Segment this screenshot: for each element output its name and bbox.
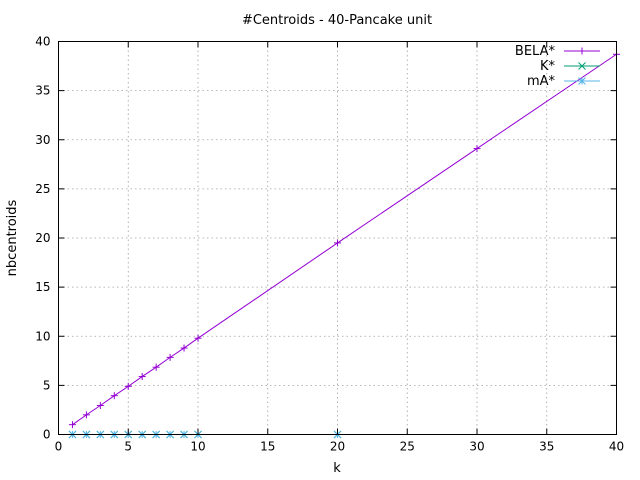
grid bbox=[58, 41, 617, 435]
data-point bbox=[473, 145, 481, 153]
legend-item: BELA* bbox=[515, 44, 600, 59]
x-tick-label: 30 bbox=[469, 440, 484, 454]
x-tick-label: 5 bbox=[124, 440, 132, 454]
data-point bbox=[194, 334, 202, 342]
x-tick-labels: 0 5 10 15 20 25 30 35 40 bbox=[55, 440, 624, 454]
y-tick-label: 30 bbox=[35, 133, 50, 147]
data-point bbox=[152, 363, 160, 371]
series-layer bbox=[68, 50, 620, 439]
data-point bbox=[334, 239, 341, 247]
chart-title: #Centroids - 40-Pancake unit bbox=[242, 13, 432, 28]
data-point bbox=[68, 421, 76, 429]
y-tick-labels: 0 5 10 15 20 25 30 35 40 bbox=[35, 35, 50, 442]
data-point bbox=[138, 373, 146, 381]
legend-marker bbox=[578, 47, 586, 55]
legend-item: K* bbox=[540, 59, 600, 74]
data-point bbox=[82, 411, 90, 419]
y-tick-label: 10 bbox=[35, 329, 50, 343]
x-tick-label: 20 bbox=[330, 440, 345, 454]
x-tick-label: 10 bbox=[190, 440, 205, 454]
legend-label: K* bbox=[540, 59, 556, 74]
y-tick-label: 0 bbox=[43, 428, 51, 442]
axis-ticks bbox=[58, 41, 617, 435]
data-point bbox=[166, 353, 174, 361]
y-tick-label: 5 bbox=[43, 378, 51, 392]
data-point bbox=[110, 392, 118, 400]
legend: BELA*K*mA* bbox=[515, 44, 600, 89]
x-tick-label: 25 bbox=[400, 440, 415, 454]
x-tick-label: 15 bbox=[260, 440, 275, 454]
legend-label: BELA* bbox=[515, 44, 556, 59]
y-tick-label: 35 bbox=[35, 84, 50, 98]
x-axis-label: k bbox=[333, 461, 341, 476]
data-point bbox=[124, 382, 132, 390]
x-tick-label: 0 bbox=[55, 440, 63, 454]
x-tick-label: 35 bbox=[539, 440, 554, 454]
legend-item: mA* bbox=[527, 74, 600, 89]
legend-marker bbox=[578, 62, 586, 70]
series-line bbox=[72, 53, 617, 426]
y-tick-label: 15 bbox=[35, 280, 50, 294]
x-tick-label: 40 bbox=[609, 440, 624, 454]
data-point bbox=[96, 402, 104, 410]
legend-label: mA* bbox=[527, 74, 556, 89]
y-tick-label: 40 bbox=[35, 35, 50, 49]
series-bela bbox=[68, 50, 620, 429]
data-point bbox=[180, 344, 188, 352]
y-axis-label: nbcentroids bbox=[5, 199, 20, 276]
y-tick-label: 25 bbox=[35, 182, 50, 196]
y-tick-label: 20 bbox=[35, 231, 50, 245]
legend-marker bbox=[578, 77, 586, 85]
